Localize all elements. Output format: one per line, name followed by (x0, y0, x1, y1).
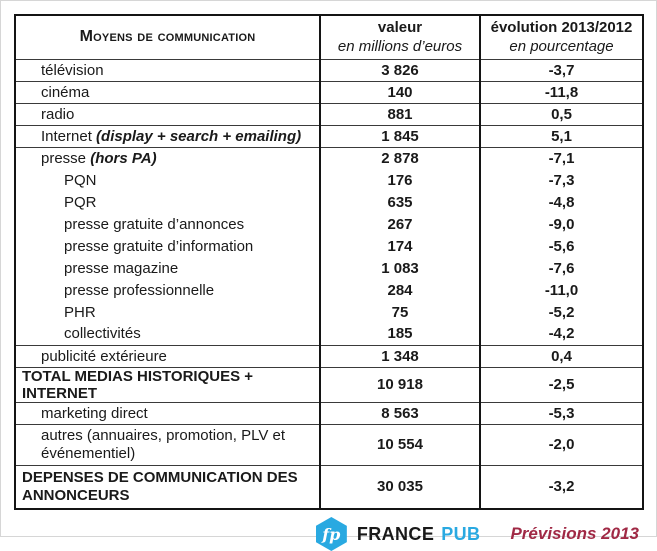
brand-wordmark: FRANCE PUB (357, 524, 481, 545)
row-evolution: -3,2 (479, 465, 643, 510)
table-row: marketing direct 8 563 -5,3 (15, 402, 643, 425)
row-label: DEPENSES DE COMMUNICATION DES ANNONCEURS (15, 465, 320, 510)
row-evolution: -4,2 (479, 323, 643, 346)
row-evolution: -3,7 (479, 59, 643, 82)
header-valeur-line1: valeur (377, 19, 423, 37)
row-evolution: -7,1 (479, 147, 643, 169)
row-label: TOTAL MEDIAS HISTORIQUES + INTERNET (15, 367, 320, 403)
row-label: PQR (64, 193, 97, 211)
row-evolution: -5,6 (479, 235, 643, 257)
row-label: autres (annuaires, promotion, PLV et évé… (15, 424, 320, 466)
header-evolution: évolution 2013/2012 en pourcentage (479, 15, 643, 60)
row-evolution: -2,5 (479, 367, 643, 403)
table-row: presse gratuite d’annonces 267 -9,0 (15, 213, 643, 235)
brand-pub: PUB (441, 523, 481, 544)
row-label: presse magazine (64, 259, 179, 277)
table-row: autres (annuaires, promotion, PLV et évé… (15, 424, 643, 466)
row-evolution: -4,8 (479, 191, 643, 213)
row-label-text: Internet (41, 127, 92, 145)
table-row: presse (hors PA) 2 878 -7,1 (15, 147, 643, 169)
table-row: presse professionnelle 284 -11,0 (15, 279, 643, 301)
row-value: 30 035 (319, 465, 480, 510)
logo-monogram: fp (322, 524, 341, 544)
table-row: publicité extérieure 1 348 0,4 (15, 345, 643, 368)
row-evolution: -7,3 (479, 169, 643, 191)
france-pub-logo-icon: fp (315, 517, 347, 551)
row-evolution: -5,2 (479, 301, 643, 323)
row-label: presse (hors PA) (15, 147, 320, 169)
previsions-note: Prévisions 2013 (510, 524, 639, 543)
communication-spend-table: Moyens de communication valeur en millio… (14, 14, 644, 510)
row-label: télévision (15, 59, 320, 82)
row-evolution: -2,0 (479, 424, 643, 466)
row-value: 3 826 (319, 59, 480, 82)
row-value: 185 (319, 323, 480, 346)
row-label: PHR (64, 303, 96, 321)
table-row: radio 881 0,5 (15, 103, 643, 126)
row-value: 10 918 (319, 367, 480, 403)
row-evolution: 5,1 (479, 125, 643, 148)
row-value: 176 (319, 169, 480, 191)
row-label: presse gratuite d’annonces (64, 215, 245, 233)
row-evolution: -11,0 (479, 279, 643, 301)
row-label: Internet (display + search + emailing) (15, 125, 320, 148)
row-label-suffix: (display + search + emailing) (96, 127, 302, 145)
table-row: PHR 75 -5,2 (15, 301, 643, 323)
table-header-row: Moyens de communication valeur en millio… (15, 15, 643, 60)
table-row: télévision 3 826 -3,7 (15, 59, 643, 82)
row-evolution: 0,5 (479, 103, 643, 126)
footer: fp FRANCE PUB Prévisions 2013 (14, 517, 642, 551)
row-label: presse gratuite d’information (64, 237, 254, 255)
row-value: 10 554 (319, 424, 480, 466)
row-value: 881 (319, 103, 480, 126)
table-row: presse gratuite d’information 174 -5,6 (15, 235, 643, 257)
row-value: 267 (319, 213, 480, 235)
row-label: collectivités (15, 323, 320, 346)
table-row: cinéma 140 -11,8 (15, 81, 643, 104)
row-label: presse professionnelle (64, 281, 215, 299)
row-value: 140 (319, 81, 480, 104)
row-evolution: 0,4 (479, 345, 643, 368)
header-valeur-line2: en millions d’euros (337, 38, 463, 56)
row-value: 284 (319, 279, 480, 301)
row-evolution: -9,0 (479, 213, 643, 235)
table-row: presse magazine 1 083 -7,6 (15, 257, 643, 279)
row-value: 1 348 (319, 345, 480, 368)
row-label: publicité extérieure (15, 345, 320, 368)
header-evolution-line1: évolution 2013/2012 (490, 19, 633, 37)
table-row: PQN 176 -7,3 (15, 169, 643, 191)
row-value: 1 083 (319, 257, 480, 279)
row-label: radio (15, 103, 320, 126)
row-label-suffix: (hors PA) (90, 149, 157, 167)
row-label: marketing direct (15, 402, 320, 425)
row-label: PQN (64, 171, 97, 189)
row-evolution: -7,6 (479, 257, 643, 279)
brand-france: FRANCE (356, 523, 435, 544)
row-value: 75 (319, 301, 480, 323)
table-row: Internet (display + search + emailing) 1… (15, 125, 643, 148)
row-value: 2 878 (319, 147, 480, 169)
row-label-text: presse (41, 149, 87, 167)
header-moyens: Moyens de communication (15, 15, 320, 60)
header-valeur: valeur en millions d’euros (319, 15, 480, 60)
header-evolution-line2: en pourcentage (509, 38, 614, 56)
row-value: 1 845 (319, 125, 480, 148)
table-row: collectivités 185 -4,2 (15, 323, 643, 346)
table-row-total-medias: TOTAL MEDIAS HISTORIQUES + INTERNET 10 9… (15, 367, 643, 403)
table-row: PQR 635 -4,8 (15, 191, 643, 213)
row-evolution: -11,8 (479, 81, 643, 104)
row-label: cinéma (15, 81, 320, 104)
row-value: 635 (319, 191, 480, 213)
row-value: 8 563 (319, 402, 480, 425)
header-moyens-label: Moyens de communication (79, 28, 256, 46)
row-value: 174 (319, 235, 480, 257)
table-row-depenses-total: DEPENSES DE COMMUNICATION DES ANNONCEURS… (15, 465, 643, 510)
row-evolution: -5,3 (479, 402, 643, 425)
